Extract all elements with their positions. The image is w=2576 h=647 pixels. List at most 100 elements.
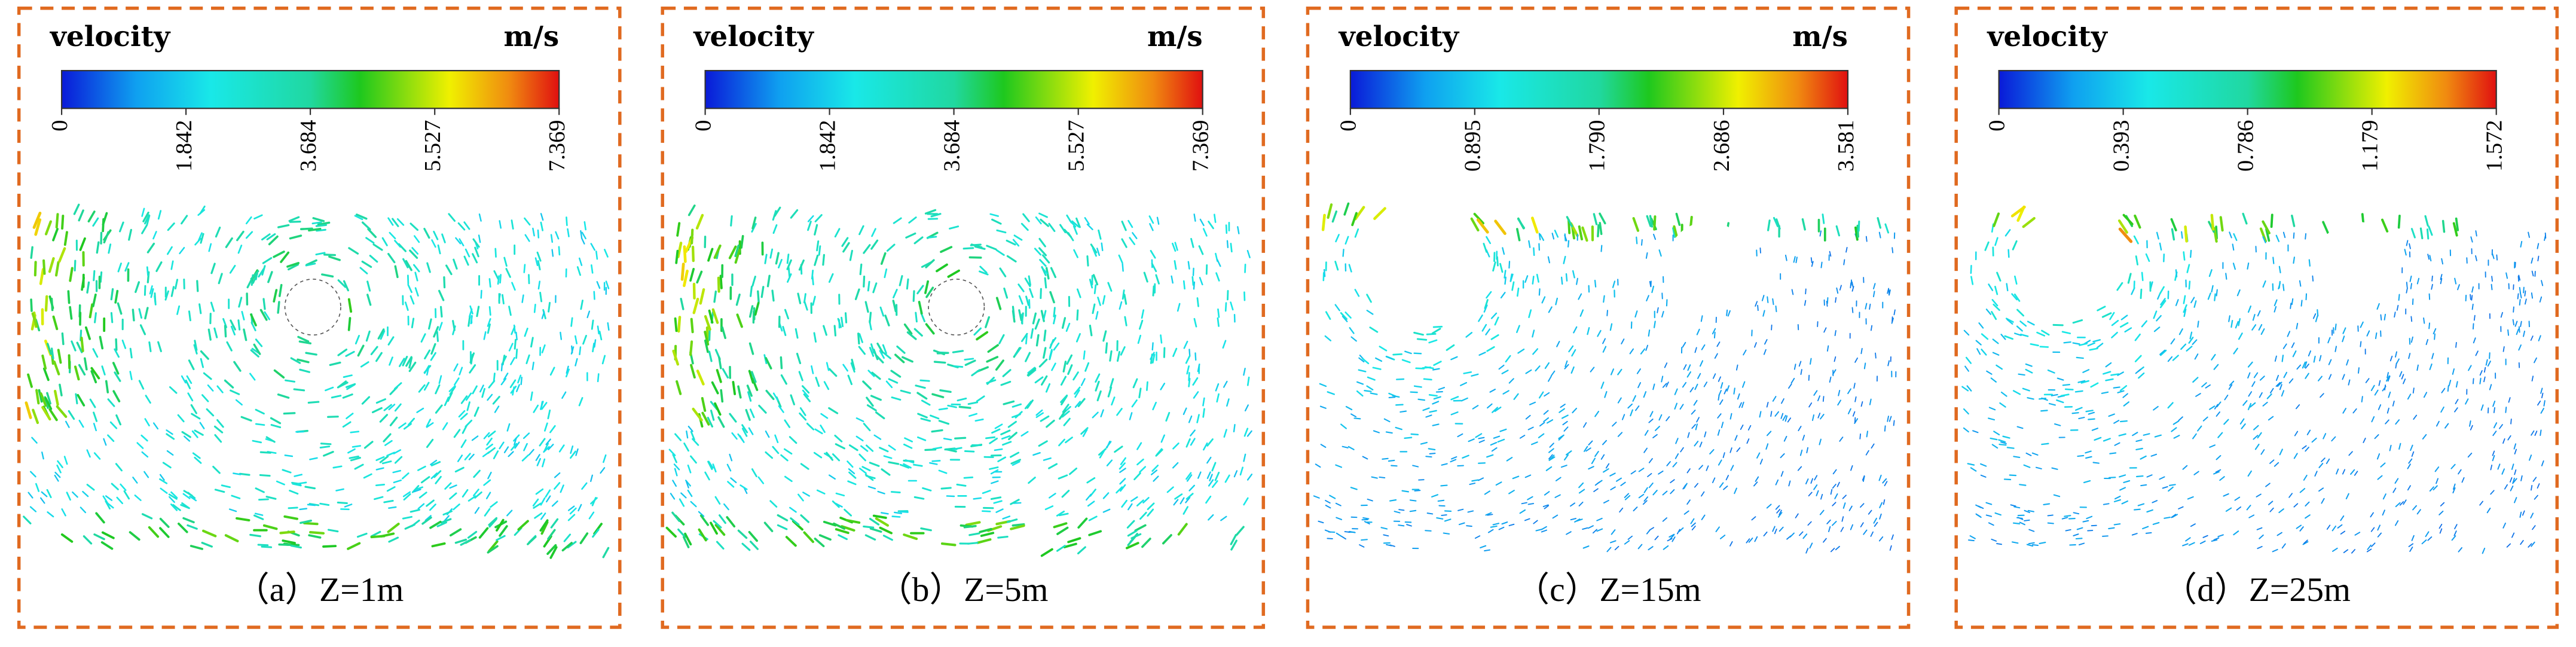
- vector: [797, 292, 802, 304]
- vector: [1765, 443, 1769, 450]
- vector: [1469, 483, 1476, 486]
- vector: [1839, 437, 1844, 442]
- vector: [499, 220, 502, 229]
- vector: [174, 279, 179, 290]
- vector: [2299, 488, 2306, 493]
- vector: [2194, 353, 2199, 360]
- vector: [2382, 386, 2386, 392]
- vector: [1832, 502, 1836, 506]
- vector: [858, 225, 864, 236]
- vector: [717, 416, 725, 428]
- vector: [2140, 484, 2147, 487]
- vector: [1604, 390, 1608, 398]
- vector: [136, 442, 144, 449]
- vector: [89, 398, 96, 408]
- colorbar-tick-label: 0: [47, 120, 72, 131]
- vector: [2202, 535, 2208, 538]
- vector: [1369, 326, 1379, 333]
- vector: [1481, 324, 1487, 332]
- vector: [472, 238, 480, 248]
- vector: [899, 463, 910, 469]
- vector: [2440, 406, 2444, 413]
- vector: [381, 237, 388, 246]
- vector: [869, 527, 882, 533]
- vector: [1612, 422, 1617, 427]
- vector: [2030, 343, 2039, 347]
- vector: [1614, 545, 1619, 551]
- vector: [2012, 522, 2021, 524]
- vector: [1845, 246, 1848, 253]
- vector: [218, 273, 223, 285]
- vector: [1130, 533, 1142, 539]
- vector: [1067, 364, 1073, 376]
- vector: [698, 528, 707, 542]
- vector: [947, 404, 957, 408]
- vector: [2397, 215, 2401, 229]
- vector: [1533, 520, 1538, 524]
- vector: [1645, 252, 1648, 259]
- vector: [1602, 338, 1606, 344]
- vector: [1388, 459, 1395, 462]
- vector: [2087, 530, 2094, 532]
- vector: [2422, 434, 2427, 440]
- vector: [1182, 407, 1187, 416]
- vector: [2523, 286, 2525, 294]
- vector: [237, 245, 243, 254]
- vector: [2167, 402, 2174, 409]
- vector: [1686, 371, 1691, 378]
- vector: [1694, 347, 1697, 353]
- panel: velocity m/s0 0.895 1.790 2.686 3.581（c）Z=15m: [1306, 6, 1911, 629]
- vector: [52, 315, 59, 331]
- vector: [1694, 483, 1698, 488]
- vector: [1532, 348, 1539, 355]
- vector: [1426, 512, 1434, 515]
- vector: [1865, 236, 1868, 242]
- vector: [1609, 540, 1617, 544]
- vector: [2094, 437, 2102, 441]
- vector: [1496, 256, 1499, 267]
- vector: [2486, 507, 2491, 514]
- vector: [1432, 401, 1440, 405]
- vector: [1729, 447, 1732, 453]
- vector: [938, 469, 948, 474]
- vector: [2122, 213, 2134, 225]
- vector: [567, 505, 575, 511]
- vector: [1380, 527, 1388, 530]
- vector: [2321, 498, 2325, 504]
- vector: [182, 493, 191, 499]
- vector: [1643, 496, 1649, 502]
- vector: [1822, 396, 1825, 402]
- vector: [1012, 403, 1022, 408]
- vector: [2182, 543, 2189, 547]
- vector: [121, 339, 127, 349]
- vector: [1395, 426, 1402, 431]
- vector: [1038, 237, 1046, 248]
- vector: [2181, 231, 2183, 239]
- vector: [1024, 401, 1032, 410]
- vector: [2260, 328, 2265, 335]
- vector: [2410, 316, 2413, 322]
- vector: [1431, 494, 1439, 498]
- vector: [2396, 304, 2399, 311]
- vector: [904, 459, 915, 464]
- vector: [987, 344, 999, 353]
- vector: [361, 260, 372, 268]
- vector: [1206, 438, 1214, 447]
- vector: [185, 379, 191, 389]
- vector: [139, 324, 146, 335]
- vector: [2319, 355, 2322, 362]
- vector: [2455, 381, 2458, 388]
- vector: [684, 532, 692, 546]
- vector: [990, 496, 1002, 500]
- vector: [460, 395, 468, 404]
- vector: [1243, 291, 1246, 301]
- vector: [782, 326, 787, 337]
- vector: [1811, 261, 1814, 267]
- vector: [2180, 343, 2187, 350]
- vector: [1629, 348, 1634, 355]
- vector: [2531, 484, 2533, 491]
- vector: [1320, 444, 1327, 448]
- vector: [535, 454, 540, 461]
- vector: [2167, 356, 2173, 362]
- vector: [1230, 301, 1234, 311]
